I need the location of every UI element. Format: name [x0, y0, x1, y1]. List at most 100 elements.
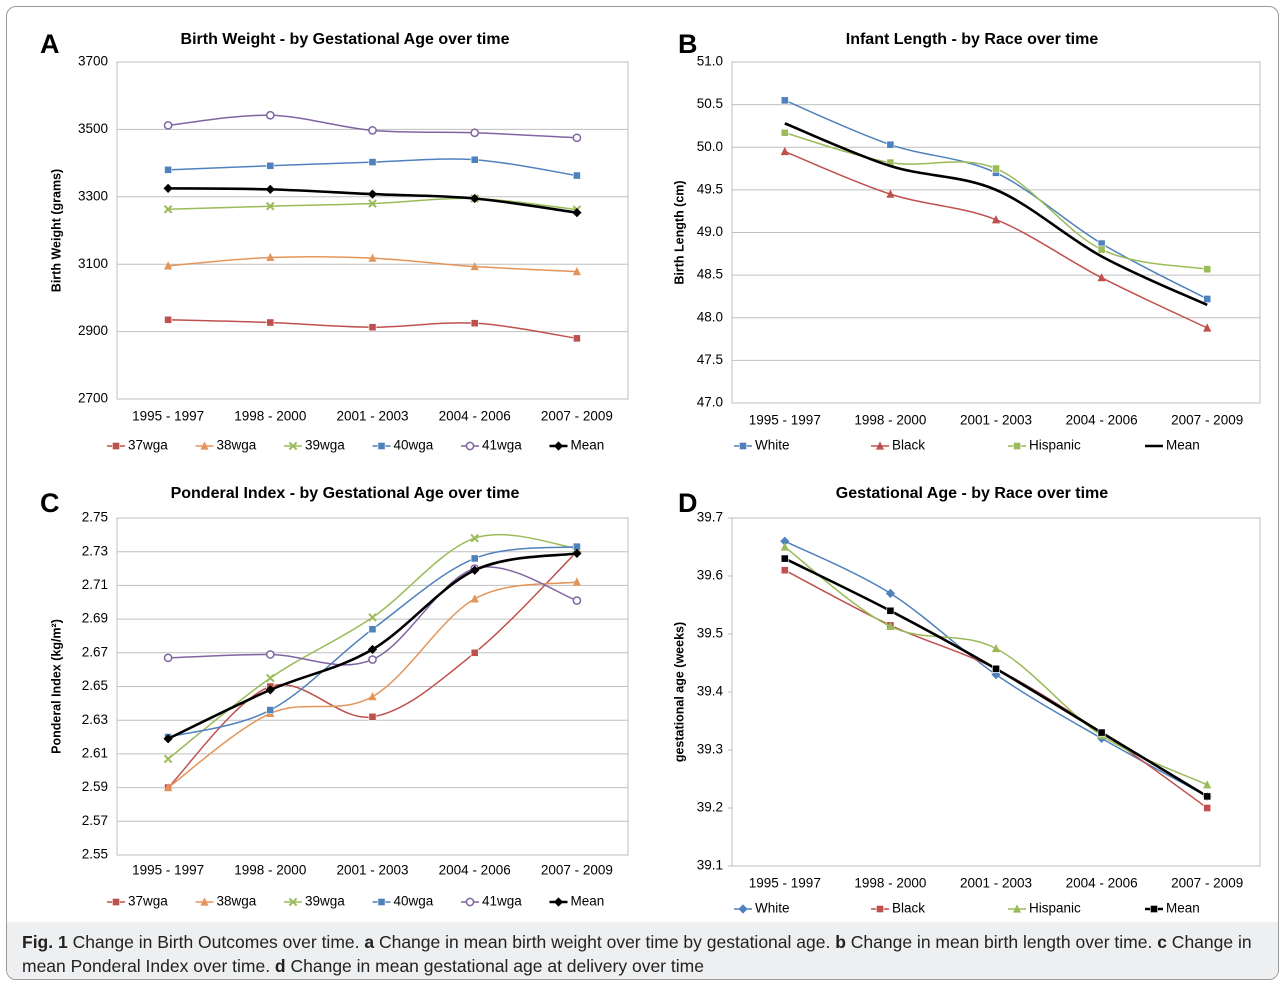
y-tick-label: 47.5 [697, 352, 723, 367]
data-point [470, 319, 479, 328]
data-point [164, 261, 173, 270]
data-point [368, 323, 377, 332]
data-point [163, 653, 173, 663]
data-point [1097, 245, 1106, 254]
x-tick-label: 2007 - 2009 [541, 863, 613, 878]
x-tick-label: 2001 - 2003 [960, 413, 1032, 428]
data-point [265, 650, 275, 659]
chart-title: Gestational Age - by Race over time [836, 485, 1108, 502]
legend-marker [553, 897, 564, 907]
data-point [780, 146, 789, 156]
x-tick-label: 1995 - 1997 [749, 413, 821, 428]
data-point [367, 644, 378, 655]
data-point [470, 554, 479, 563]
y-tick-label: 2.73 [82, 543, 108, 558]
data-point [780, 128, 789, 137]
y-tick-label: 39.2 [697, 800, 723, 815]
y-tick-label: 39.6 [697, 568, 723, 583]
data-point [265, 201, 275, 211]
x-tick-label: 2001 - 2003 [336, 863, 408, 878]
y-tick-label: 49.0 [697, 224, 723, 239]
data-point [470, 155, 479, 164]
x-tick-label: 2001 - 2003 [336, 409, 408, 424]
legend-marker [288, 441, 298, 451]
y-tick-label: 2700 [78, 391, 108, 406]
data-point [886, 140, 895, 149]
data-point [164, 165, 172, 174]
panel-letter: D [678, 488, 698, 518]
y-axis-label: Birth Weight (grams) [49, 169, 63, 292]
data-point [163, 183, 173, 193]
data-point [572, 133, 582, 143]
legend-label: Mean [571, 438, 605, 453]
legend-marker [465, 441, 475, 451]
y-tick-label: 2.55 [82, 847, 108, 862]
data-point [1203, 804, 1212, 812]
y-axis-label: Birth Length (cm) [672, 180, 686, 284]
data-point [1203, 265, 1212, 274]
legend-marker [738, 904, 748, 914]
caption-text: Change in mean birth length over time. [845, 932, 1158, 952]
data-point [265, 685, 275, 695]
x-tick-label: 2004 - 2006 [1066, 413, 1138, 428]
data-point [1203, 792, 1212, 801]
legend-marker [1150, 905, 1158, 913]
caption-label: b [835, 932, 846, 952]
data-point [1203, 780, 1212, 789]
y-tick-label: 47.0 [697, 395, 723, 410]
y-tick-label: 2.75 [82, 510, 108, 525]
data-point [780, 542, 789, 551]
data-point [368, 253, 377, 262]
data-point [470, 193, 480, 204]
legend-label: 41wga [482, 438, 522, 453]
y-tick-label: 48.5 [697, 267, 723, 282]
caption-text: Change in Birth Outcomes over time. [67, 932, 365, 952]
data-point [992, 164, 1000, 173]
series-line [167, 551, 578, 789]
x-tick-label: 1995 - 1997 [749, 876, 821, 891]
data-point [368, 692, 377, 701]
caption: Fig. 1 Change in Birth Outcomes over tim… [22, 930, 1272, 978]
data-point [780, 536, 790, 546]
data-point [163, 754, 173, 764]
x-tick-label: 1995 - 1997 [132, 409, 204, 424]
y-tick-label: 2.69 [82, 611, 108, 626]
caption-label: c [1157, 932, 1167, 952]
legend-marker [200, 441, 209, 450]
data-point [780, 566, 789, 575]
y-tick-label: 3300 [78, 188, 108, 203]
x-tick-label: 2007 - 2009 [541, 409, 613, 424]
data-point [885, 588, 895, 598]
data-point [265, 110, 275, 120]
x-tick-label: 2004 - 2006 [439, 863, 511, 878]
legend-marker [876, 905, 884, 913]
data-point [163, 734, 173, 744]
legend-marker [112, 898, 120, 906]
data-point [265, 184, 275, 194]
x-tick-label: 2007 - 2009 [1171, 413, 1243, 428]
y-tick-label: 3100 [78, 256, 108, 271]
data-point [266, 161, 275, 170]
legend-marker [288, 897, 298, 907]
data-point [886, 621, 895, 631]
legend-label: 40wga [394, 438, 434, 453]
y-axis-label: Ponderal Index (kg/m²) [49, 619, 63, 754]
data-point [368, 199, 377, 208]
legend-marker [377, 442, 386, 450]
data-point [266, 706, 275, 714]
chart-title: Birth Weight - by Gestational Age over t… [181, 31, 510, 48]
data-point [991, 215, 1001, 224]
y-tick-label: 2.61 [82, 745, 108, 760]
legend-label: Mean [1166, 438, 1200, 453]
legend-label: 41wga [482, 894, 522, 909]
y-tick-label: 2.59 [82, 779, 108, 794]
legend-label: 37wga [128, 894, 168, 909]
legend-label: 37wga [128, 438, 168, 453]
data-point [1097, 273, 1106, 282]
y-tick-label: 39.5 [697, 626, 723, 641]
legend-marker [1012, 904, 1022, 913]
data-point [368, 712, 377, 721]
series-line [784, 99, 1208, 300]
y-tick-label: 50.5 [697, 96, 723, 111]
series-line [784, 569, 1208, 809]
